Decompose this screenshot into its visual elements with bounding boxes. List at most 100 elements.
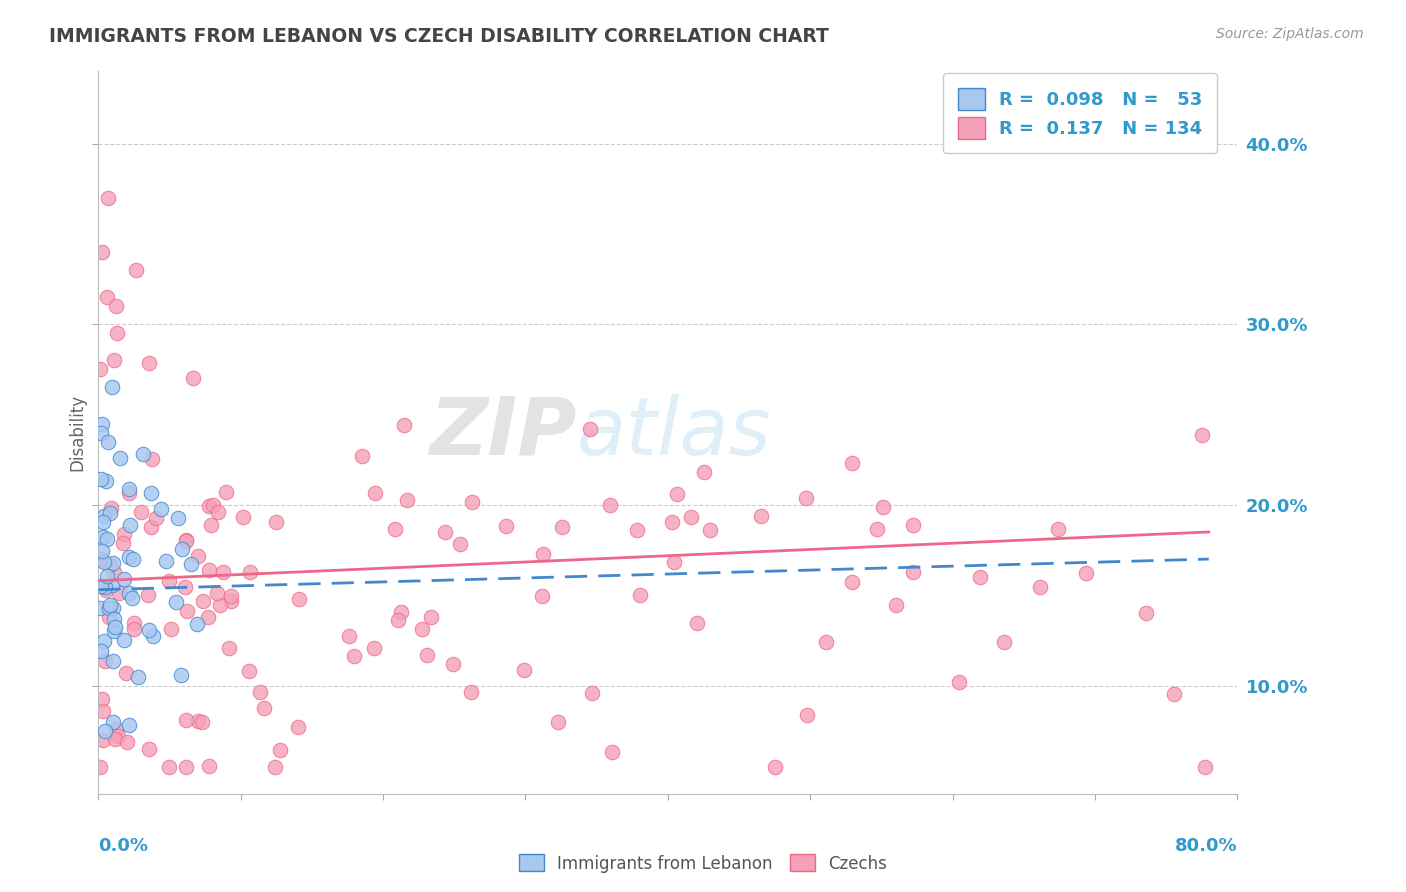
Point <box>98 601 121 615</box>
Point <box>264 760 287 774</box>
Point <box>90 425 112 440</box>
Legend: R =  0.098   N =   53, R =  0.137   N = 134: R = 0.098 N = 53, R = 0.137 N = 134 <box>943 73 1216 153</box>
Point <box>118 549 141 564</box>
Point <box>108 450 131 465</box>
Point <box>269 743 291 757</box>
Legend: Immigrants from Lebanon, Czechs: Immigrants from Lebanon, Czechs <box>512 847 894 880</box>
Point <box>132 447 155 461</box>
Point <box>600 745 623 759</box>
Text: ZIP: ZIP <box>429 393 576 472</box>
Point <box>91 692 114 706</box>
Point <box>118 482 141 496</box>
Point <box>93 509 115 524</box>
Point <box>253 701 276 715</box>
Point <box>138 741 160 756</box>
Point <box>187 714 209 728</box>
Point <box>416 648 439 662</box>
Point <box>101 654 124 668</box>
Point <box>170 667 193 681</box>
Point <box>90 579 112 593</box>
Point <box>239 565 262 579</box>
Point <box>679 509 702 524</box>
Point <box>157 574 180 589</box>
Point <box>686 615 709 630</box>
Point <box>264 515 287 529</box>
Point <box>387 613 409 627</box>
Point <box>884 598 907 612</box>
Point <box>176 604 198 618</box>
Point <box>101 714 124 729</box>
Point <box>105 326 128 341</box>
Point <box>337 629 360 643</box>
Point <box>198 563 221 577</box>
Point <box>763 760 786 774</box>
Point <box>363 640 385 655</box>
Point <box>749 509 772 524</box>
Point <box>94 474 117 488</box>
Point <box>149 502 172 516</box>
Point <box>441 657 464 671</box>
Point <box>91 244 114 259</box>
Point <box>1191 428 1213 442</box>
Point <box>118 717 141 731</box>
Text: atlas: atlas <box>576 393 772 472</box>
Point <box>343 648 366 663</box>
Point <box>145 510 167 524</box>
Point <box>142 629 165 643</box>
Point <box>460 685 482 699</box>
Point <box>699 523 721 537</box>
Point <box>91 417 114 431</box>
Point <box>141 452 163 467</box>
Point <box>93 633 115 648</box>
Point <box>579 422 602 436</box>
Point <box>157 760 180 774</box>
Point <box>1047 522 1070 536</box>
Point <box>112 527 135 541</box>
Point <box>531 589 554 603</box>
Point <box>90 644 112 658</box>
Point <box>581 686 603 700</box>
Point <box>901 565 924 579</box>
Point <box>89 362 111 376</box>
Point <box>97 191 120 205</box>
Point <box>287 720 309 734</box>
Point <box>531 547 554 561</box>
Point <box>138 356 160 370</box>
Point <box>693 466 716 480</box>
Point <box>125 263 148 277</box>
Point <box>93 555 115 569</box>
Text: 0.0%: 0.0% <box>98 838 149 855</box>
Point <box>841 456 863 470</box>
Point <box>96 569 118 583</box>
Point <box>434 524 457 539</box>
Point <box>174 533 197 548</box>
Point <box>1163 688 1185 702</box>
Point <box>115 665 138 680</box>
Point <box>392 417 415 432</box>
Point <box>104 731 127 746</box>
Point <box>200 517 222 532</box>
Point <box>103 556 125 570</box>
Point <box>121 591 143 605</box>
Point <box>495 519 517 533</box>
Point <box>91 515 114 529</box>
Point <box>198 759 221 773</box>
Point <box>89 760 111 774</box>
Point <box>122 622 145 636</box>
Point <box>127 670 149 684</box>
Point <box>103 624 125 639</box>
Point <box>103 566 125 580</box>
Point <box>139 520 162 534</box>
Point <box>796 707 818 722</box>
Point <box>91 544 114 558</box>
Point <box>815 635 838 649</box>
Point <box>103 353 125 368</box>
Point <box>94 580 117 594</box>
Point <box>1076 566 1098 581</box>
Point <box>238 664 260 678</box>
Point <box>174 714 197 728</box>
Point <box>96 533 118 547</box>
Point <box>513 664 536 678</box>
Point <box>205 586 228 600</box>
Point <box>193 594 215 608</box>
